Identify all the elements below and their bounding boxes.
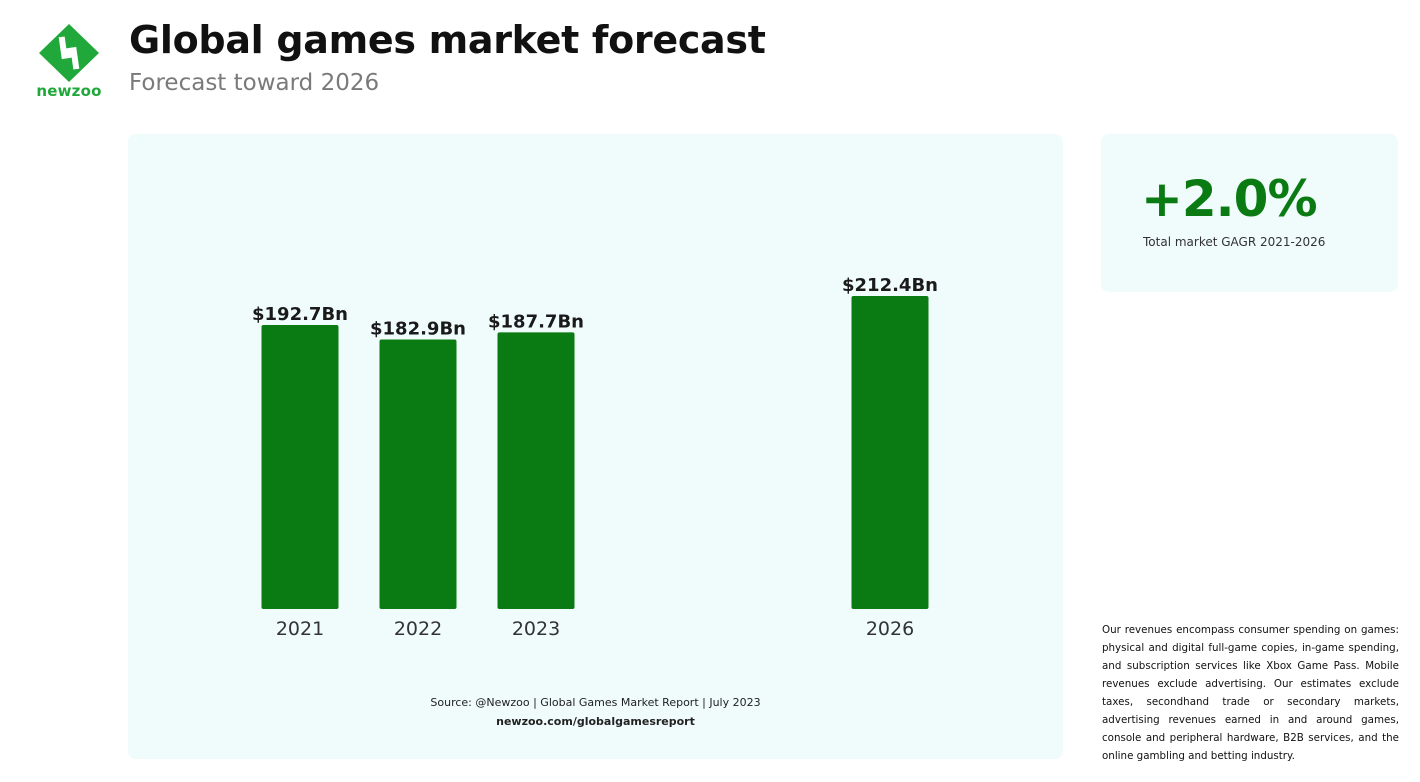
- kpi-value: +2.0%: [1141, 170, 1318, 228]
- chart-panel: $192.7Bn 2021 $182.9Bn 2022 $187.7Bn 2023 $212…: [128, 134, 1063, 759]
- bar-2023: [497, 332, 575, 609]
- page-subtitle: Forecast toward 2026: [129, 70, 380, 96]
- chart-source: Source: @Newzoo | Global Games Market Re…: [430, 696, 761, 709]
- x-tick-label: 2022: [394, 618, 442, 640]
- bar-value-label: $212.4Bn: [842, 275, 938, 296]
- bar-value-label: $182.9Bn: [370, 318, 466, 339]
- x-tick-label: 2023: [512, 618, 560, 640]
- bar-chart: $192.7Bn 2021 $182.9Bn 2022 $187.7Bn 2023 $212…: [252, 275, 938, 640]
- bar-2021: [261, 325, 339, 609]
- kpi-label: Total market GAGR 2021-2026: [1143, 235, 1326, 249]
- x-tick-label: 2021: [276, 618, 324, 640]
- x-tick-label: 2026: [866, 618, 914, 640]
- newzoo-logo-icon: [39, 24, 99, 82]
- kpi-panel: +2.0% Total market GAGR 2021-2026: [1101, 134, 1398, 292]
- newzoo-logo: newzoo: [34, 22, 104, 102]
- page-title: Global games market forecast: [129, 18, 766, 62]
- chart-source-url[interactable]: newzoo.com/globalgamesreport: [496, 715, 695, 728]
- logo-wordmark: newzoo: [36, 82, 102, 100]
- bar-2026: [851, 296, 929, 609]
- bar-value-label: $187.7Bn: [488, 311, 584, 332]
- methodology-footnote: Our revenues encompass consumer spending…: [1102, 624, 1399, 762]
- bar-value-label: $192.7Bn: [252, 304, 348, 325]
- bar-2022: [379, 339, 457, 609]
